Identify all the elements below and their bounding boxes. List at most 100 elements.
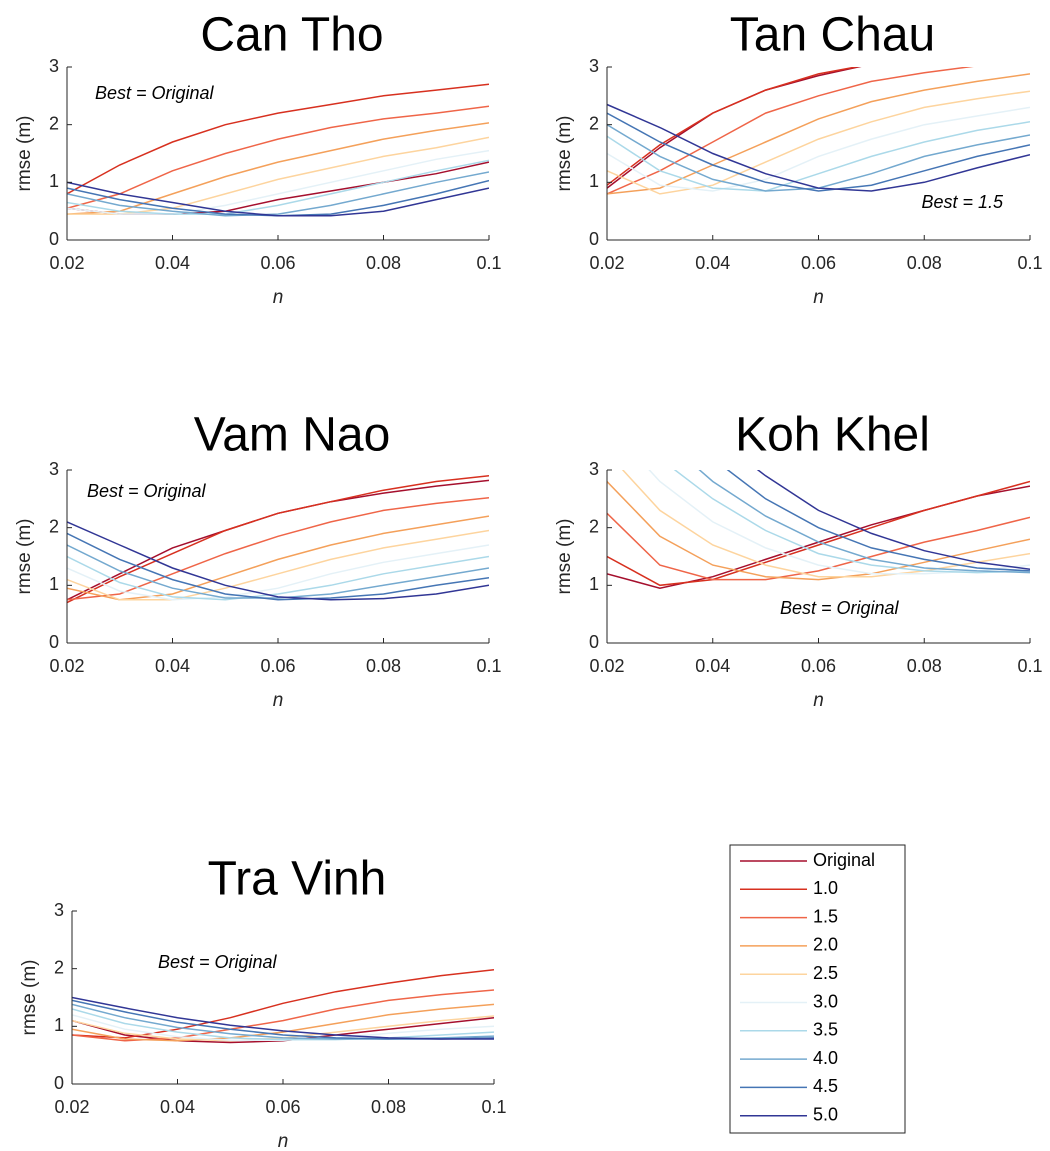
- legend-label: 2.5: [813, 963, 838, 983]
- series-line: [67, 515, 489, 601]
- series-line: [607, 121, 1030, 192]
- annotation: Best = Original: [158, 952, 278, 972]
- y-tick-label: 1: [589, 171, 599, 191]
- series-line: [67, 555, 489, 601]
- x-tick-label: 0.06: [260, 253, 295, 273]
- annotation: Best = Original: [95, 83, 215, 103]
- x-tick-label: 0.08: [366, 253, 401, 273]
- legend-label: 1.0: [813, 878, 838, 898]
- y-tick-label: 2: [54, 957, 64, 977]
- series-line: [67, 529, 489, 601]
- series-line: [607, 103, 1030, 192]
- y-tick-label: 2: [49, 516, 59, 536]
- y-tick-label: 1: [54, 1015, 64, 1035]
- x-tick-label: 0.1: [476, 656, 501, 676]
- x-tick-label: 0.02: [589, 656, 624, 676]
- y-tick-label: 2: [589, 113, 599, 133]
- y-tick-label: 1: [49, 574, 59, 594]
- series-line: [607, 112, 1030, 192]
- series-line: [67, 544, 489, 601]
- legend-label: 4.5: [813, 1076, 838, 1096]
- panel-title: Tan Chau: [730, 9, 935, 62]
- series-line: [607, 67, 860, 186]
- x-tick-label: 0.1: [476, 253, 501, 273]
- y-tick-label: 3: [589, 459, 599, 479]
- x-tick-label: 0.1: [1017, 253, 1042, 273]
- series-group: [607, 470, 1030, 589]
- x-tick-label: 0.02: [54, 1097, 89, 1117]
- x-axis-label: n: [278, 1131, 289, 1151]
- series-line: [72, 1003, 494, 1042]
- series-line: [607, 480, 1030, 587]
- series-line: [67, 179, 489, 217]
- panel-title: Tra Vinh: [208, 853, 387, 906]
- x-tick-label: 0.06: [265, 1097, 300, 1117]
- legend-label: 2.0: [813, 935, 838, 955]
- panel-title: Vam Nao: [194, 409, 391, 462]
- series-group: [67, 475, 489, 604]
- panel-title: Koh Khel: [735, 409, 930, 462]
- legend-label: 1.5: [813, 906, 838, 926]
- annotation: Best = 1.5: [921, 192, 1004, 212]
- x-tick-label: 0.02: [589, 253, 624, 273]
- x-tick-label: 0.02: [49, 656, 84, 676]
- x-tick-label: 0.1: [481, 1097, 506, 1117]
- x-axis-label: n: [813, 690, 824, 711]
- series-line: [67, 122, 489, 215]
- series-group: [607, 67, 1030, 195]
- y-tick-label: 1: [589, 574, 599, 594]
- series-line: [67, 149, 489, 215]
- legend-label: 3.5: [813, 1020, 838, 1040]
- y-tick-label: 3: [589, 56, 599, 76]
- series-line: [621, 470, 1030, 578]
- x-tick-label: 0.04: [155, 253, 190, 273]
- y-tick-label: 3: [49, 56, 59, 76]
- x-axis-label: n: [273, 690, 284, 711]
- x-tick-label: 0.04: [155, 656, 190, 676]
- legend-label: 3.0: [813, 991, 838, 1011]
- y-axis-label: rmse (m): [14, 116, 35, 192]
- x-axis-label: n: [273, 287, 284, 308]
- series-group: [72, 969, 494, 1044]
- x-tick-label: 0.1: [1017, 656, 1042, 676]
- series-group: [67, 83, 489, 217]
- y-tick-label: 0: [49, 632, 59, 652]
- legend-label: Original: [813, 850, 875, 870]
- series-line: [72, 1008, 494, 1041]
- series-line: [72, 969, 494, 1039]
- x-tick-label: 0.06: [801, 253, 836, 273]
- y-tick-label: 1: [49, 171, 59, 191]
- series-line: [72, 989, 494, 1042]
- y-tick-label: 0: [589, 632, 599, 652]
- series-line: [607, 480, 1030, 581]
- y-tick-label: 0: [49, 229, 59, 249]
- y-tick-label: 2: [49, 113, 59, 133]
- x-tick-label: 0.02: [49, 253, 84, 273]
- y-axis-label: rmse (m): [19, 960, 40, 1036]
- y-tick-label: 0: [54, 1073, 64, 1093]
- series-line: [67, 171, 489, 217]
- annotation: Best = Original: [87, 481, 207, 501]
- y-axis-label: rmse (m): [554, 116, 575, 192]
- series-line: [607, 67, 974, 195]
- series-line: [67, 83, 489, 195]
- x-tick-label: 0.04: [695, 253, 730, 273]
- series-line: [67, 105, 489, 210]
- y-axis-label: rmse (m): [14, 519, 35, 595]
- y-tick-label: 3: [49, 459, 59, 479]
- x-tick-label: 0.04: [160, 1097, 195, 1117]
- series-line: [67, 532, 489, 601]
- x-axis-label: n: [813, 287, 824, 308]
- x-tick-label: 0.08: [907, 253, 942, 273]
- series-line: [67, 181, 489, 217]
- series-line: [756, 470, 1030, 570]
- series-line: [67, 521, 489, 601]
- series-line: [72, 996, 494, 1040]
- series-line: [607, 90, 1030, 195]
- x-tick-label: 0.06: [801, 656, 836, 676]
- series-line: [67, 544, 489, 599]
- y-tick-label: 3: [54, 900, 64, 920]
- x-tick-label: 0.08: [371, 1097, 406, 1117]
- x-tick-label: 0.06: [260, 656, 295, 676]
